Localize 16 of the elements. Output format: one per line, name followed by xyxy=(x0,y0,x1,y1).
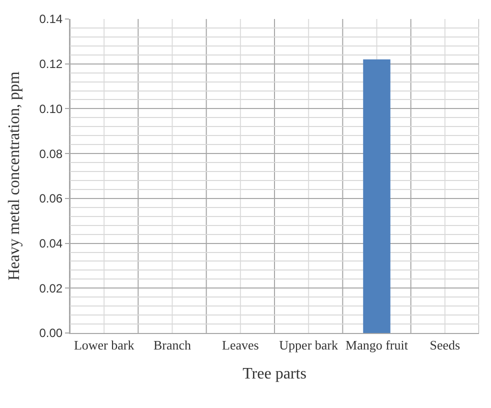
x-tick-label: Seeds xyxy=(430,338,460,353)
y-tick-label: 0.08 xyxy=(39,146,63,161)
y-tick-label: 0.00 xyxy=(39,326,63,340)
x-tick-label: Branch xyxy=(153,338,192,353)
y-axis-title: Heavy metal concentration, ppm xyxy=(6,71,24,280)
y-tick-label: 0.02 xyxy=(39,281,63,296)
x-tick-label: Upper bark xyxy=(279,338,338,353)
y-tick-label: 0.10 xyxy=(39,102,63,116)
x-tick-label: Leaves xyxy=(222,338,259,353)
x-tick-label: Lower bark xyxy=(74,338,135,353)
y-tick-label: 0.06 xyxy=(39,192,63,206)
x-tick-label: Mango fruit xyxy=(346,338,408,353)
y-tick-label: 0.04 xyxy=(39,236,63,250)
x-axis-title: Tree parts xyxy=(242,365,306,382)
y-tick-label: 0.14 xyxy=(39,12,63,26)
y-tick-label: 0.12 xyxy=(39,57,63,72)
